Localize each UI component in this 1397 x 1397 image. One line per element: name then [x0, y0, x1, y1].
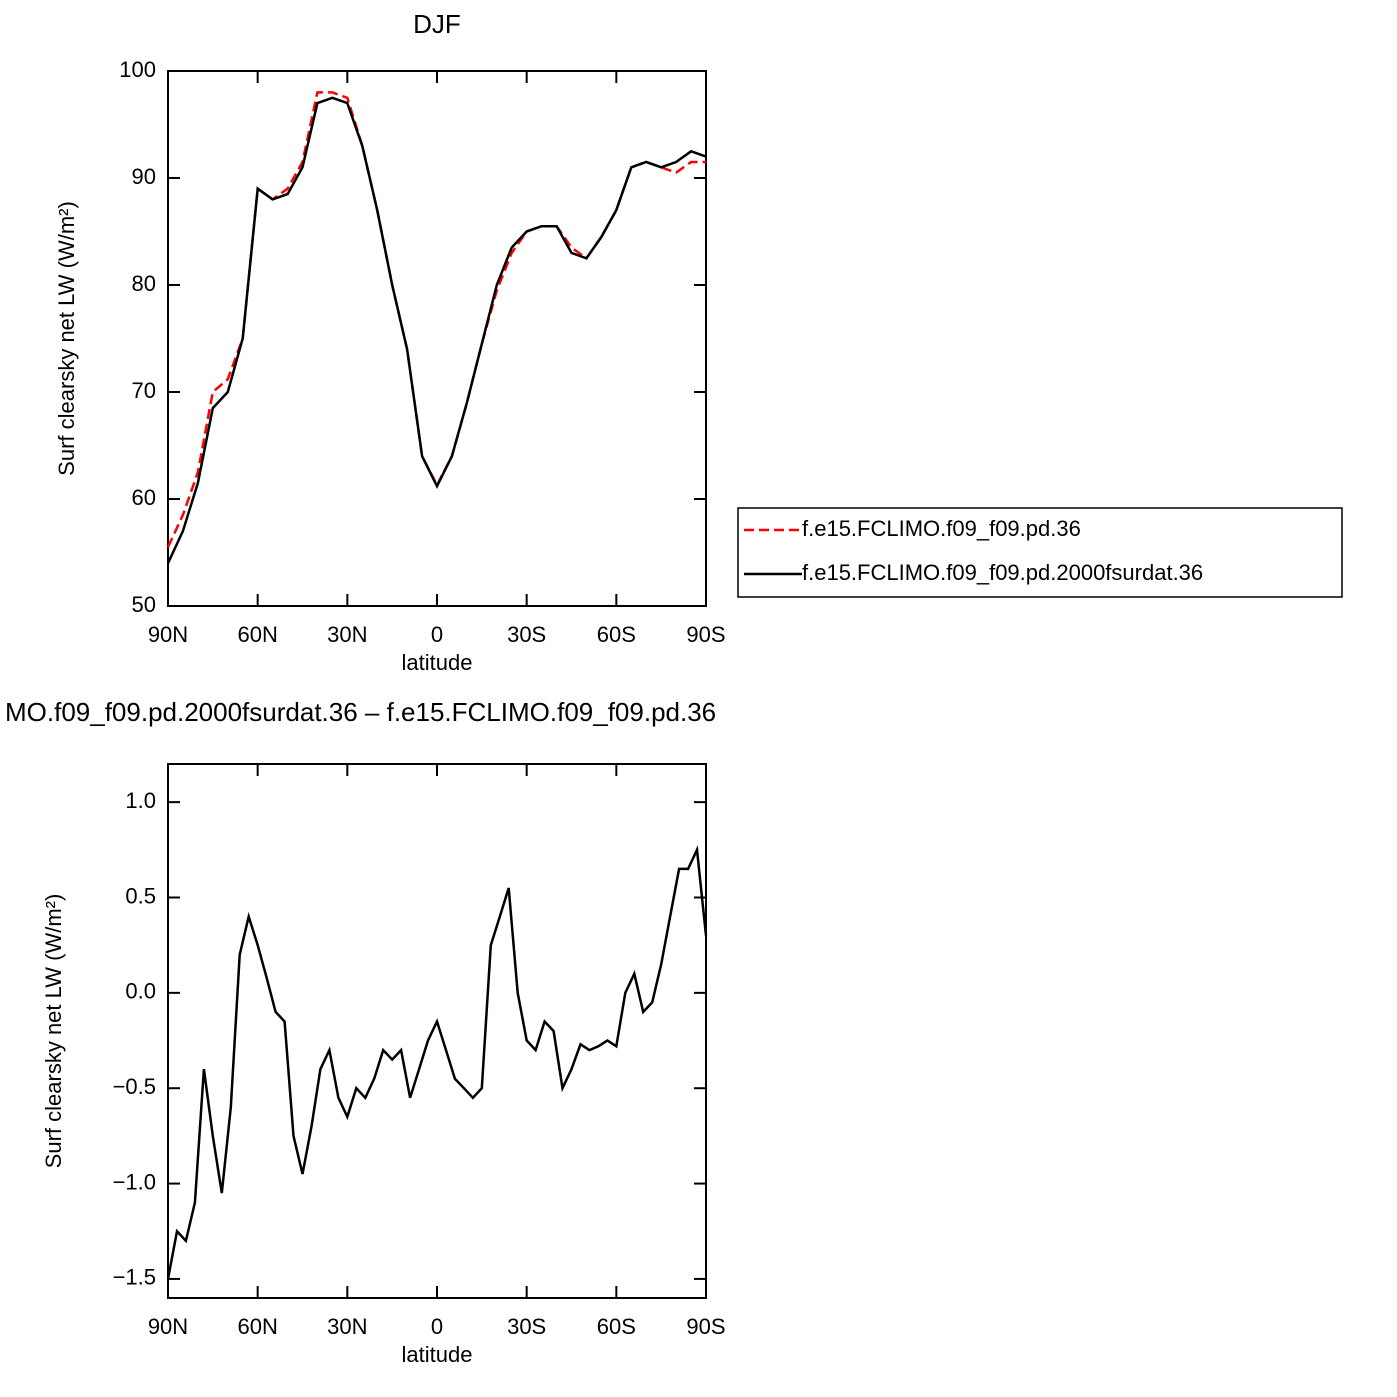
y-tick-label: 50 — [132, 592, 156, 617]
series-line — [166, 91, 706, 548]
x-tick-label: 60N — [237, 622, 277, 647]
legend-box — [737, 507, 1343, 598]
x-tick-label: 90N — [148, 622, 188, 647]
y-tick-label: 0.5 — [125, 883, 156, 908]
y-tick-label: 100 — [119, 57, 156, 82]
x-tick-label: 30S — [507, 622, 546, 647]
y-tick-label: −1.0 — [113, 1169, 156, 1194]
y-axis-label: Surf clearsky net LW (W/m²) — [54, 201, 79, 476]
x-axis-label: latitude — [402, 650, 473, 675]
x-tick-label: 90S — [686, 622, 725, 647]
x-tick-label: 30S — [507, 1314, 546, 1339]
y-tick-label: 90 — [132, 164, 156, 189]
series-line — [166, 845, 708, 1280]
y-tick-label: 1.0 — [125, 788, 156, 813]
series-line — [166, 96, 707, 564]
x-tick-label: 30N — [327, 1314, 367, 1339]
x-tick-label: 90N — [148, 1314, 188, 1339]
legend-label: f.e15.FCLIMO.f09_f09.pd.2000fsurdat.36 — [802, 560, 1203, 585]
x-tick-label: 60S — [597, 1314, 636, 1339]
x-axis-label: latitude — [402, 1342, 473, 1367]
plot-frame — [167, 763, 707, 1299]
chart-title: DJF — [413, 9, 461, 39]
y-axis-label: Surf clearsky net LW (W/m²) — [41, 894, 66, 1169]
x-tick-label: 60N — [237, 1314, 277, 1339]
y-tick-label: 80 — [132, 271, 156, 296]
x-tick-label: 60S — [597, 622, 636, 647]
y-tick-label: −0.5 — [113, 1074, 156, 1099]
y-tick-label: −1.5 — [113, 1265, 156, 1290]
y-tick-label: 60 — [132, 485, 156, 510]
legend-label: f.e15.FCLIMO.f09_f09.pd.36 — [802, 516, 1081, 541]
y-tick-label: 0.0 — [125, 979, 156, 1004]
x-tick-label: 90S — [686, 1314, 725, 1339]
y-tick-label: 70 — [132, 378, 156, 403]
plot-frame — [167, 70, 707, 607]
chart-title: MO.f09_f09.pd.2000fsurdat.36 – f.e15.FCL… — [5, 697, 716, 727]
x-tick-label: 0 — [431, 1314, 443, 1339]
x-tick-label: 0 — [431, 622, 443, 647]
x-tick-label: 30N — [327, 622, 367, 647]
